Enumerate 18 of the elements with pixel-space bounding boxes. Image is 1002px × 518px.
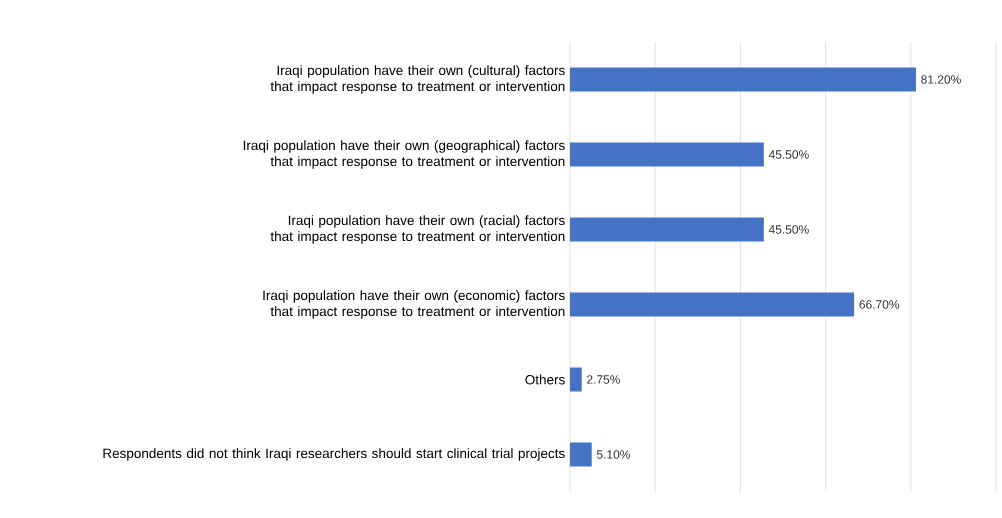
bar xyxy=(570,142,764,167)
y-tick-label: Iraqi population have their own (geographical) factors that impact response to treatment or intervention xyxy=(243,140,565,169)
data-label: 45.50% xyxy=(768,225,809,234)
bar xyxy=(570,292,855,317)
data-label: 66.70% xyxy=(859,300,900,309)
y-tick-label: Iraqi population have their own (cultural) factors that impact response to treatment or intervention xyxy=(270,65,565,94)
data-label: 5.10% xyxy=(596,450,631,459)
y-tick-label: Iraqi population have their own (economic) factors that impact response to treatment or intervention xyxy=(263,290,565,319)
bar xyxy=(570,367,582,392)
y-tick-label: Others xyxy=(525,374,565,385)
bar xyxy=(570,67,916,92)
y-tick-label: Iraqi population have their own (racial) factors that impact response to treatment or intervention xyxy=(270,215,565,244)
data-label: 81.20% xyxy=(921,75,961,84)
bar xyxy=(570,217,764,242)
bar xyxy=(570,442,592,467)
data-label: 2.75% xyxy=(587,375,620,384)
data-label: 45.50% xyxy=(768,150,809,159)
y-tick-label: Respondents did not think Iraqi researchers should start clinical trial projects xyxy=(103,448,565,461)
